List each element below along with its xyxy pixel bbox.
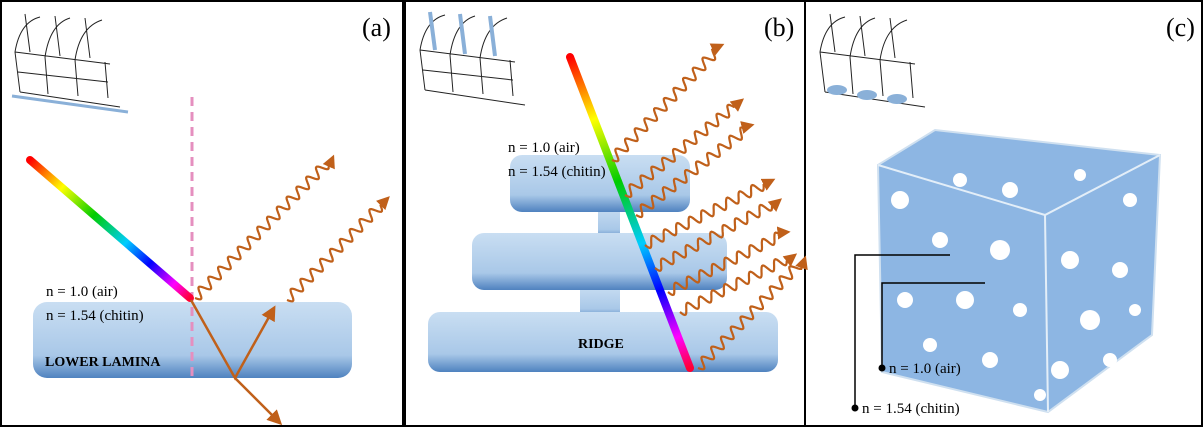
- chitin-label: n = 1.54 (chitin): [508, 164, 606, 180]
- structure-label: RIDGE: [578, 337, 624, 352]
- pore: [923, 338, 937, 352]
- scale-sketch: [12, 14, 128, 112]
- pore: [891, 191, 909, 209]
- air-label: n = 1.0 (air): [508, 140, 580, 156]
- air-label: n = 1.0 (air): [889, 361, 961, 377]
- wave-ray: [287, 198, 388, 301]
- panel-c: (c) n = 1.0 (air) n = 1.54 (chitin): [820, 13, 1195, 417]
- leader-dot: [852, 405, 859, 412]
- panel-label: (c): [1166, 13, 1195, 42]
- pore: [1112, 262, 1128, 278]
- panel-label: (a): [362, 13, 391, 42]
- pore: [1034, 389, 1046, 401]
- structure-label: LOWER LAMINA: [45, 355, 161, 370]
- panel-label: (b): [764, 13, 794, 42]
- incident-light: [30, 160, 190, 298]
- scale-sketch: [820, 14, 925, 107]
- chitin-label: n = 1.54 (chitin): [46, 308, 144, 324]
- panel-a: (a) n = 1.0 (air) n = 1.54 (chitin) LOWE…: [12, 13, 391, 423]
- leader-dot: [879, 365, 886, 372]
- pore: [1002, 182, 1018, 198]
- pore: [1061, 251, 1079, 269]
- pore: [932, 232, 948, 248]
- scale-sketch: [420, 12, 525, 105]
- pore: [1074, 169, 1086, 181]
- pore: [953, 173, 967, 187]
- figure: (a) n = 1.0 (air) n = 1.54 (chitin) LOWE…: [0, 0, 1203, 427]
- ridge-layer: [472, 233, 727, 290]
- pore: [1080, 310, 1100, 330]
- pore: [1013, 303, 1027, 317]
- wave-ray: [612, 45, 722, 161]
- pore: [990, 240, 1010, 260]
- pore: [1103, 353, 1117, 367]
- pore: [1123, 193, 1137, 207]
- pore: [897, 292, 913, 308]
- pore: [982, 352, 998, 368]
- transmitted-ray: [235, 378, 280, 423]
- pore: [1129, 304, 1141, 316]
- pore: [1051, 361, 1069, 379]
- pore: [956, 291, 974, 309]
- chitin-label: n = 1.54 (chitin): [862, 401, 960, 417]
- air-label: n = 1.0 (air): [46, 284, 118, 300]
